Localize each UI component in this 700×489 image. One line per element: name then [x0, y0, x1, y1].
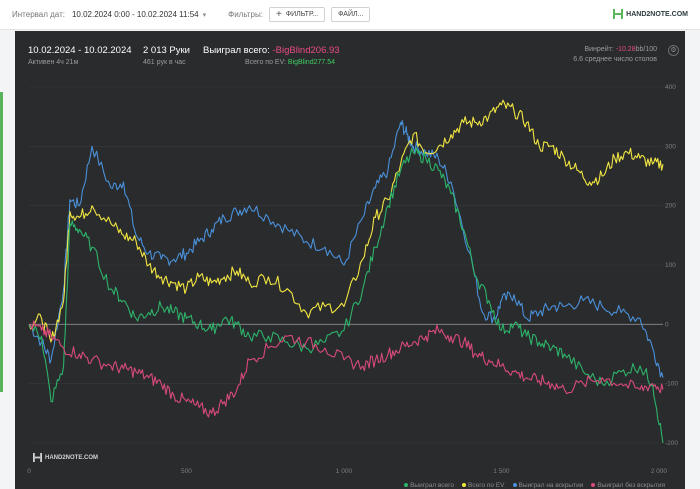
watermark-logo: HAND2NOTE.COM: [33, 453, 98, 462]
session-dates: 10.02.2024 - 10.02.2024 Активен 4ч 21м: [28, 45, 132, 66]
x-tick-label: 0: [27, 468, 31, 475]
legend-item[interactable]: Выиграл без вскрытия: [591, 482, 665, 489]
chart-legend: Выиграл всего Всего по EV Выиграл на вскры…: [404, 482, 665, 489]
hand2note-logo-icon: [613, 9, 624, 19]
legend-dot-icon: [404, 483, 409, 488]
winrate-suffix: bb/100: [635, 46, 657, 53]
winrate-value: -10.28: [615, 46, 636, 53]
legend-item[interactable]: Всего по EV: [462, 482, 505, 489]
plus-icon: +: [275, 9, 282, 20]
hands-count: 2 013 Руки: [143, 45, 190, 56]
x-tick-label: 500: [181, 468, 192, 475]
won-stats: Выиграл всего: -BigBlind206.93 Всего по …: [203, 45, 340, 66]
y-tick-label: -200: [665, 440, 678, 447]
active-time-text: Активен 4ч 21м: [28, 59, 79, 66]
chevron-down-icon[interactable]: ▾: [202, 11, 207, 19]
watermark-text: HAND2NOTE.COM: [45, 454, 99, 461]
left-accent-bar: [0, 92, 3, 392]
y-tick-label: 200: [665, 203, 676, 210]
legend-label: Выиграл на вскрытии: [518, 482, 584, 489]
winrate-label: Винрейт:: [584, 46, 614, 53]
date-range-text: 10.02.2024 - 10.02.2024: [28, 45, 132, 56]
legend-label: Выиграл без вскрытия: [597, 482, 665, 489]
winrate-stats: Винрейт: -10.28bb/100 6.6 среднее число …: [573, 46, 657, 63]
graph-panel: 400 300 200 100 0 -100 -200 0 500 1 000 1 500 2 000…: [15, 31, 685, 489]
legend-dot-icon: [591, 483, 596, 488]
filter-button[interactable]: + ФИЛЬТР...: [268, 7, 326, 22]
series-line: [28, 320, 664, 418]
filters-label: Фильтры:: [228, 10, 263, 19]
legend-dot-icon: [462, 483, 467, 488]
won-total-label: Выиграл всего:: [203, 45, 270, 56]
file-button[interactable]: ФАЙЛ...: [331, 7, 371, 22]
series-line: [28, 120, 664, 378]
y-tick-label: 0: [665, 321, 669, 328]
top-toolbar: Интервал дат: 10.02.2024 0:00 - 10.02.20…: [0, 0, 700, 30]
hand2note-logo: HAND2NOTE.COM: [613, 9, 688, 19]
y-tick-label: 100: [665, 262, 676, 269]
hands-per-hour: 461 рук в час: [143, 59, 186, 66]
watermark-logo-icon: [33, 453, 42, 462]
interval-label: Интервал дат:: [12, 10, 65, 19]
legend-label: Выиграл всего: [410, 482, 455, 489]
series-line: [28, 99, 664, 343]
y-tick-label: 400: [665, 84, 676, 91]
x-tick-label: 1 000: [336, 468, 353, 475]
legend-label: Всего по EV: [468, 482, 505, 489]
hands-stats: 2 013 Руки 461 рук в час: [143, 45, 190, 66]
logo-text: HAND2NOTE.COM: [626, 10, 688, 18]
date-range-select[interactable]: 10.02.2024 0:00 - 10.02.2024 11:54: [71, 10, 199, 19]
ev-label: Всего по EV:: [245, 59, 286, 66]
file-button-label: ФАЙЛ...: [338, 11, 364, 18]
y-tick-label: -100: [665, 381, 678, 388]
filter-button-label: ФИЛЬТР...: [285, 11, 319, 18]
legend-dot-icon: [512, 483, 517, 488]
x-tick-label: 1 500: [493, 468, 510, 475]
legend-item[interactable]: Выиграл всего: [404, 482, 454, 489]
won-total-value: -BigBlind206.93: [272, 45, 340, 56]
x-tick-label: 2 000: [651, 468, 668, 475]
y-tick-label: 300: [665, 143, 676, 150]
series-line: [28, 147, 664, 444]
avg-tables: 6.6 среднее число столов: [573, 56, 657, 63]
ev-value: BigBlind277.54: [287, 59, 335, 66]
gear-icon[interactable]: ⚙: [668, 45, 679, 56]
legend-item[interactable]: Выиграл на вскрытии: [512, 482, 584, 489]
